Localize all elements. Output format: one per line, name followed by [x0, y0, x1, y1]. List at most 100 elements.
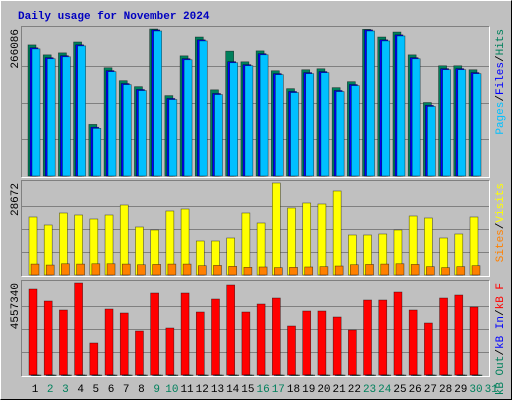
- x-tick-label: 6: [108, 384, 115, 396]
- x-tick-label: 28: [439, 384, 452, 396]
- x-tick-label: 5: [93, 384, 100, 396]
- legend: Sites/Visits: [495, 183, 507, 262]
- bar: [243, 266, 253, 276]
- bar: [46, 58, 56, 177]
- x-tick-label: 4: [77, 384, 84, 396]
- bar: [287, 207, 296, 276]
- bar: [213, 265, 222, 276]
- bar: [182, 263, 192, 276]
- bar: [61, 263, 70, 276]
- bar: [272, 182, 281, 276]
- bar: [195, 311, 205, 376]
- bar: [135, 330, 144, 376]
- bar: [43, 300, 53, 376]
- bar: [336, 374, 346, 376]
- x-tick-label: 9: [153, 384, 160, 396]
- x-tick-label: 8: [138, 384, 145, 396]
- bar: [198, 40, 208, 177]
- x-tick-label: 3: [62, 384, 69, 396]
- x-tick-label: 22: [348, 384, 361, 396]
- x-tick-label: 11: [180, 384, 194, 396]
- bar: [395, 263, 405, 276]
- x-tick-label: 31: [485, 384, 499, 396]
- bar: [47, 374, 57, 376]
- bar: [32, 374, 42, 376]
- x-tick-label: 21: [333, 384, 347, 396]
- bar: [107, 71, 117, 177]
- bar: [348, 329, 357, 376]
- bar: [154, 374, 163, 376]
- bar: [30, 263, 40, 276]
- y-max-label: 266086: [10, 29, 22, 69]
- x-tick-label: 7: [123, 384, 130, 396]
- bar: [104, 308, 114, 376]
- bar: [228, 266, 237, 276]
- bar: [289, 266, 298, 276]
- bar: [245, 374, 255, 376]
- bar: [153, 30, 162, 177]
- bar: [123, 374, 133, 376]
- x-tick-label: 29: [454, 384, 467, 396]
- bar: [427, 106, 436, 177]
- bar: [332, 190, 342, 276]
- bar: [31, 48, 41, 177]
- panel-border-light: [21, 180, 490, 277]
- bar: [382, 374, 392, 376]
- bar: [138, 90, 147, 177]
- panel-border-dark: [21, 180, 490, 277]
- bar: [106, 263, 116, 276]
- bar: [412, 374, 422, 376]
- bar: [397, 374, 407, 376]
- bar: [320, 72, 330, 177]
- legend: kB Out/kB In/kB F: [495, 283, 507, 395]
- bar: [350, 264, 359, 276]
- bar: [119, 312, 129, 376]
- bar: [396, 35, 406, 177]
- bar: [139, 374, 148, 376]
- bar: [59, 309, 68, 376]
- bar: [276, 374, 285, 376]
- bar: [469, 306, 479, 376]
- bar: [91, 263, 101, 276]
- x-tick-label: 16: [257, 384, 270, 396]
- bar: [426, 266, 435, 276]
- bar: [28, 288, 38, 376]
- bar: [332, 316, 342, 376]
- bar: [304, 266, 314, 276]
- bar: [363, 299, 372, 376]
- legend-separator: /: [495, 349, 507, 356]
- y-max-label: 28672: [10, 183, 22, 216]
- legend-entry: Hits: [495, 29, 507, 55]
- bar: [137, 264, 146, 276]
- bar: [241, 212, 251, 276]
- bar: [408, 309, 418, 376]
- panel-border-dark: [21, 280, 490, 377]
- bar: [45, 264, 55, 276]
- bar: [428, 374, 437, 376]
- x-tick-label: 13: [211, 384, 224, 396]
- bar: [77, 45, 86, 177]
- bar: [93, 374, 103, 376]
- bar: [274, 267, 283, 276]
- bar: [352, 374, 361, 376]
- x-tick-label: 10: [165, 384, 178, 396]
- bar: [458, 374, 468, 376]
- panel-border-light: [21, 280, 490, 377]
- x-tick-label: 25: [393, 384, 406, 396]
- x-tick-label: 14: [226, 384, 240, 396]
- legend-entry: Pages: [495, 102, 507, 135]
- bar: [214, 94, 223, 177]
- bar: [443, 374, 452, 376]
- bar: [378, 299, 388, 376]
- x-tick-label: 12: [196, 384, 209, 396]
- bar: [74, 282, 83, 376]
- legend-entry: Files: [495, 62, 507, 95]
- bar: [180, 292, 190, 376]
- bar: [302, 310, 312, 376]
- chart-title: Daily usage for November 2024: [18, 11, 210, 23]
- x-tick-label: 19: [302, 384, 315, 396]
- bar: [472, 73, 482, 177]
- bar: [367, 374, 376, 376]
- bar: [275, 74, 284, 177]
- bar: [317, 310, 327, 376]
